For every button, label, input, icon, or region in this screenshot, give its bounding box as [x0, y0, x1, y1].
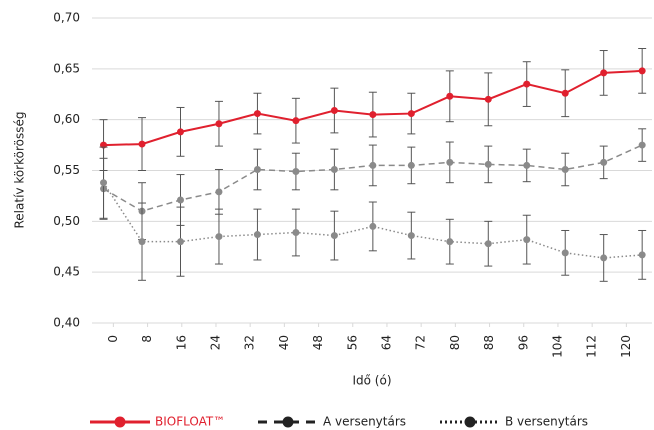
data-point: [138, 140, 146, 148]
data-point: [292, 117, 300, 125]
data-point: [523, 80, 531, 88]
legend-marker: [282, 416, 294, 428]
data-point: [600, 158, 608, 166]
data-point: [253, 110, 261, 118]
legend-marker: [114, 416, 126, 428]
x-tick-label: 40: [277, 335, 291, 350]
data-point: [292, 168, 300, 176]
y-tick-label: 0,50: [53, 214, 80, 228]
data-point: [638, 67, 646, 75]
x-tick-label: 48: [311, 335, 325, 350]
x-tick-label: 80: [448, 335, 462, 350]
data-point: [369, 161, 377, 169]
data-point: [407, 232, 415, 240]
data-point: [600, 254, 608, 262]
x-tick-label: 8: [140, 335, 154, 343]
data-point: [638, 141, 646, 149]
x-tick-label: 64: [379, 335, 393, 350]
data-point: [215, 233, 223, 241]
x-tick-label: 32: [243, 335, 257, 350]
data-point: [176, 128, 184, 136]
data-point: [523, 161, 531, 169]
data-point: [407, 110, 415, 118]
data-point: [215, 188, 223, 196]
data-point: [176, 238, 184, 246]
data-point: [253, 165, 261, 173]
data-point: [253, 231, 261, 239]
x-tick-label: 72: [414, 335, 428, 350]
data-point: [330, 232, 338, 240]
x-tick-label: 88: [482, 335, 496, 350]
data-point: [638, 251, 646, 259]
data-point: [446, 92, 454, 100]
data-point: [369, 111, 377, 119]
data-point: [407, 161, 415, 169]
data-point: [561, 165, 569, 173]
x-tick-label: 24: [208, 335, 222, 350]
data-point: [176, 196, 184, 204]
x-tick-label: 56: [345, 335, 359, 350]
data-point: [446, 158, 454, 166]
y-tick-label: 0,70: [53, 11, 80, 25]
data-point: [523, 236, 531, 244]
data-point: [484, 95, 492, 103]
x-tick-label: 112: [585, 335, 599, 358]
data-point: [330, 107, 338, 115]
legend-label: A versenytárs: [323, 415, 406, 429]
data-point: [138, 238, 146, 246]
x-tick-label: 104: [550, 335, 564, 358]
y-tick-label: 0,60: [53, 112, 80, 126]
x-tick-label: 16: [174, 335, 188, 350]
legend-label: BIOFLOAT™: [155, 415, 225, 429]
y-tick-label: 0,55: [53, 163, 80, 177]
legend-label: B versenytárs: [505, 415, 588, 429]
y-tick-label: 0,45: [53, 265, 80, 279]
y-axis-title: Relatív körkörösség: [13, 112, 27, 229]
x-tick-label: 120: [619, 335, 633, 358]
data-point: [369, 222, 377, 230]
x-tick-label: 0: [106, 335, 120, 343]
data-point: [561, 249, 569, 257]
data-point: [561, 89, 569, 97]
data-point: [600, 69, 608, 77]
data-point: [446, 238, 454, 246]
data-point: [215, 120, 223, 128]
x-axis-title: Idő (ó): [352, 374, 391, 388]
data-point: [484, 240, 492, 248]
data-point: [100, 179, 108, 187]
data-point: [484, 160, 492, 168]
y-tick-label: 0,65: [53, 61, 80, 75]
data-point: [292, 229, 300, 237]
legend-marker: [464, 416, 476, 428]
y-tick-label: 0,40: [53, 316, 80, 330]
x-tick-label: 96: [516, 335, 530, 350]
data-point: [330, 165, 338, 173]
